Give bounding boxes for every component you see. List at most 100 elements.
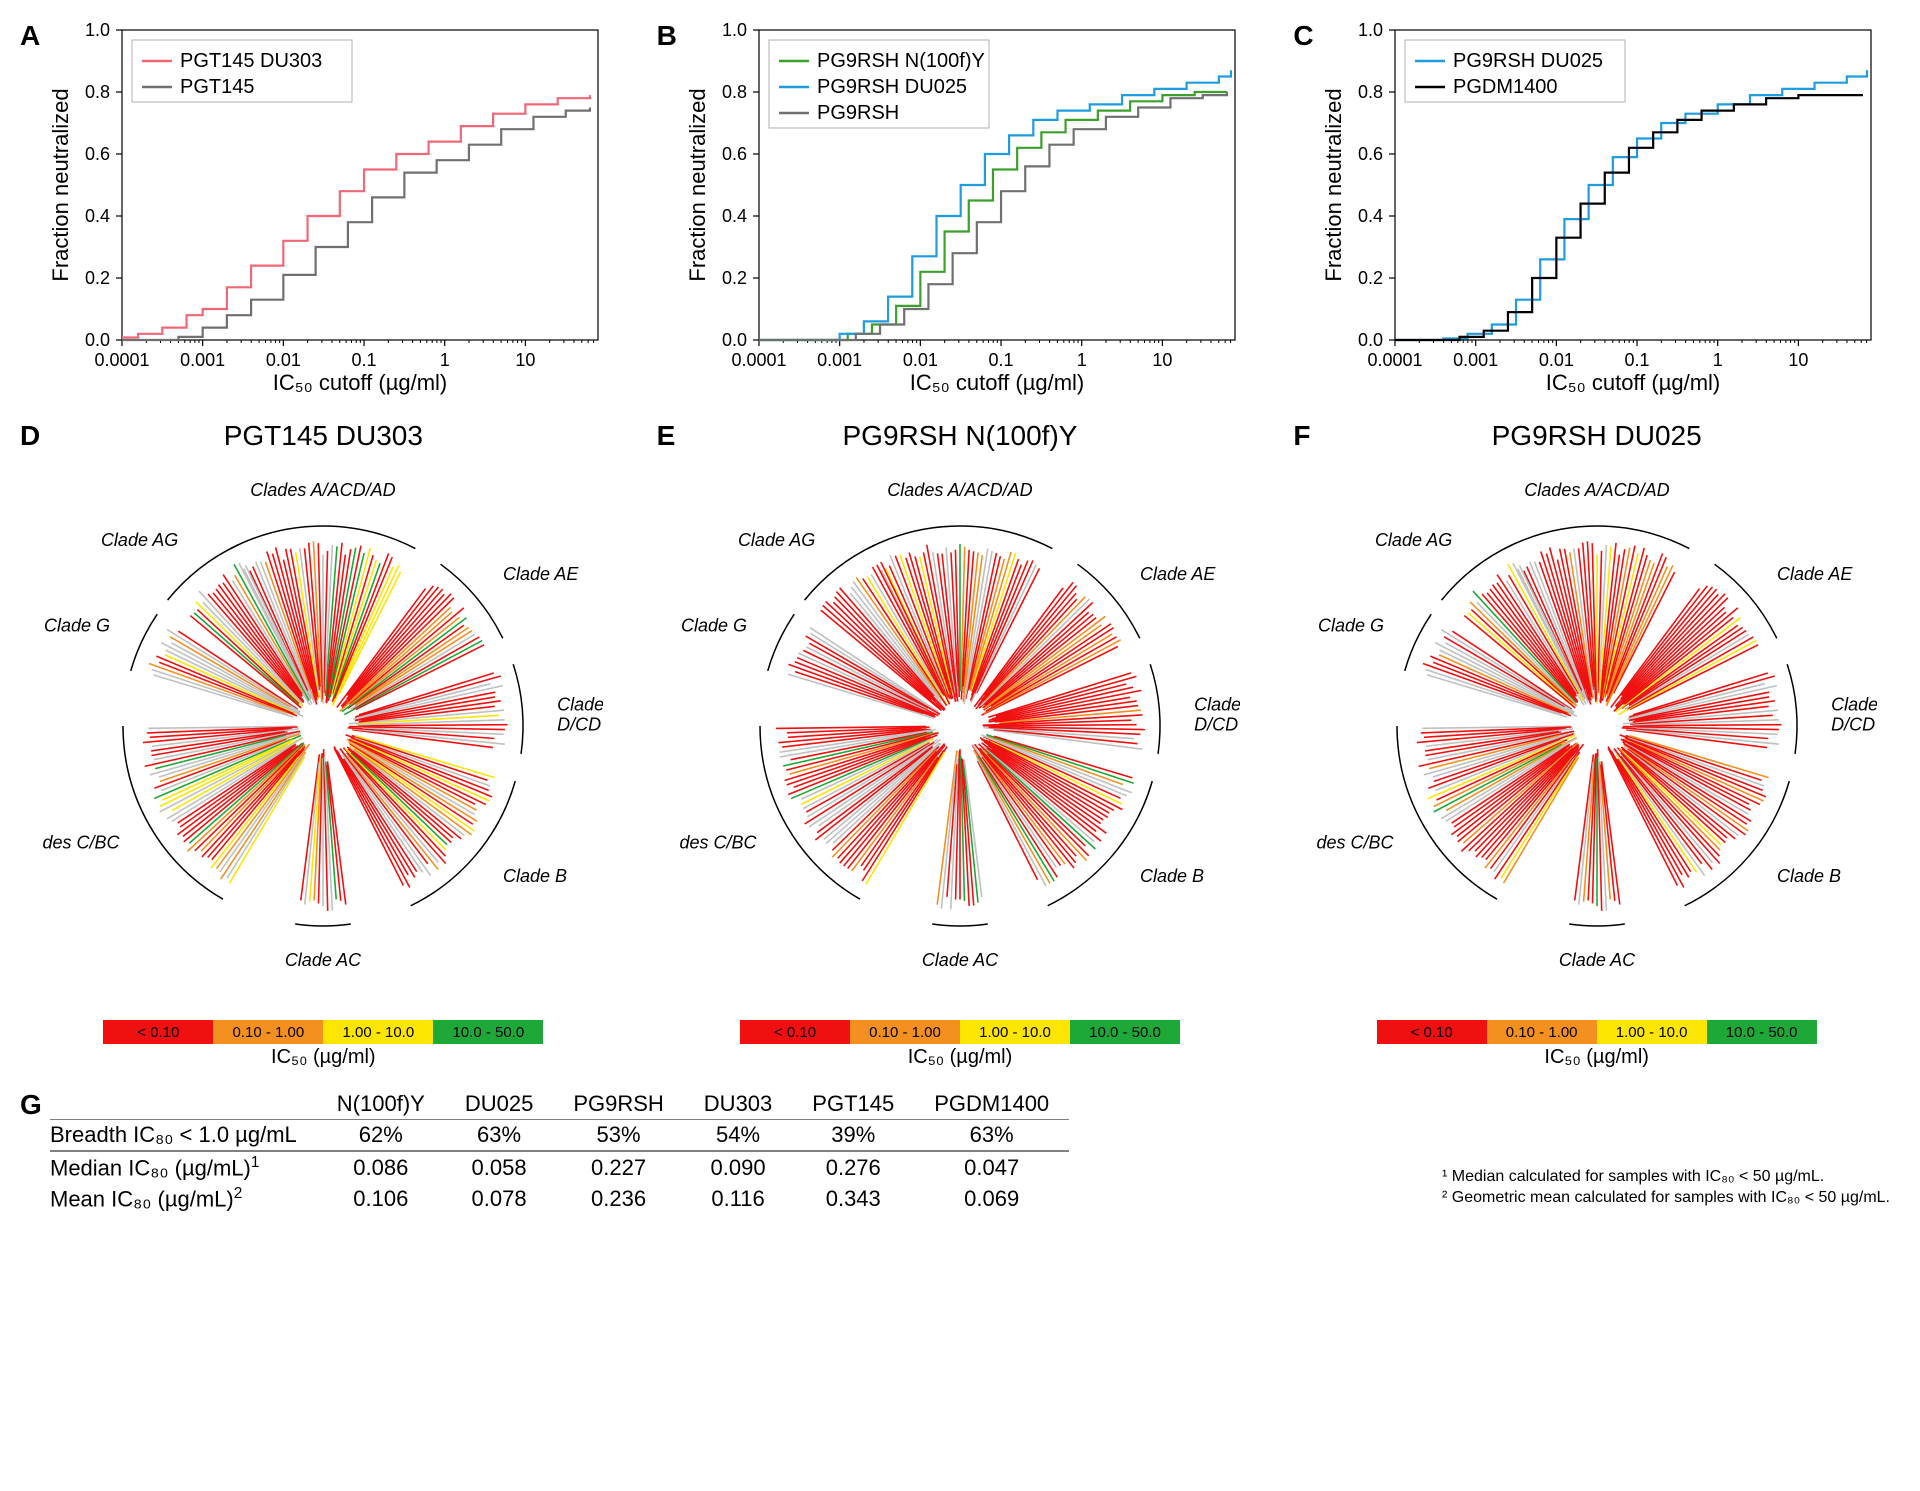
series-line xyxy=(122,108,590,341)
svg-text:0.1: 0.1 xyxy=(352,350,377,370)
svg-text:10: 10 xyxy=(515,350,535,370)
clade-label: Clade AC xyxy=(922,950,999,970)
table-col-header: N(100f)Y xyxy=(317,1089,445,1120)
clade-label: Clade AE xyxy=(1777,564,1853,584)
svg-text:0.6: 0.6 xyxy=(1358,144,1383,164)
table-cell: 63% xyxy=(914,1120,1069,1151)
panel-a: A 0.00010.0010.010.11100.00.20.40.60.81.… xyxy=(20,20,627,400)
svg-text:IC₅₀ cutoff (µg/ml): IC₅₀ cutoff (µg/ml) xyxy=(909,370,1084,395)
table-cell: 62% xyxy=(317,1120,445,1151)
table-col-header: PGT145 xyxy=(792,1089,914,1120)
svg-text:0.2: 0.2 xyxy=(85,268,110,288)
svg-text:IC₅₀ cutoff (µg/ml): IC₅₀ cutoff (µg/ml) xyxy=(273,370,448,395)
table-cell: 0.276 xyxy=(792,1152,914,1184)
table-cell: 0.047 xyxy=(914,1152,1069,1184)
colorbar: < 0.100.10 - 1.001.00 - 10.010.0 - 50.0 xyxy=(657,1020,1264,1044)
svg-text:Fraction neutralized: Fraction neutralized xyxy=(687,88,710,281)
svg-text:0.1: 0.1 xyxy=(988,350,1013,370)
legend-label: PGT145 xyxy=(180,76,254,98)
table-cell: 0.090 xyxy=(684,1152,792,1184)
legend-label: PG9RSH xyxy=(817,102,899,124)
dendrogram: Clades A/ACD/ADClade AECladesD/CDClade B… xyxy=(43,456,603,1016)
table-cell: 0.058 xyxy=(445,1152,553,1184)
svg-text:1: 1 xyxy=(1713,350,1723,370)
clade-label: Clade AE xyxy=(503,564,579,584)
legend-label: PGT145 DU303 xyxy=(180,50,322,72)
svg-text:0.0: 0.0 xyxy=(722,330,747,350)
colorbar-cell: 0.10 - 1.00 xyxy=(850,1020,960,1044)
clade-label: Clade G xyxy=(1318,616,1384,636)
panel-e: E PG9RSH N(100f)Y Clades A/ACD/ADClade A… xyxy=(657,420,1264,1069)
clade-label: CladesD/CD xyxy=(1831,695,1877,735)
panel-label: E xyxy=(657,420,676,452)
svg-text:Fraction neutralized: Fraction neutralized xyxy=(50,88,73,281)
svg-text:1.0: 1.0 xyxy=(1358,20,1383,40)
colorbar-caption: IC₅₀ (µg/ml) xyxy=(1293,1046,1900,1069)
table-cell: 63% xyxy=(445,1120,553,1151)
clade-label: Clades A/ACD/AD xyxy=(887,480,1032,500)
colorbar-cell: 1.00 - 10.0 xyxy=(960,1020,1070,1044)
svg-text:0.4: 0.4 xyxy=(722,206,747,226)
legend: PGT145 DU303 PGT145 xyxy=(132,40,352,102)
table-row-header: Median IC₈₀ (µg/mL)1 xyxy=(50,1152,317,1184)
colorbar-cell: < 0.10 xyxy=(1377,1020,1487,1044)
colorbar: < 0.100.10 - 1.001.00 - 10.010.0 - 50.0 xyxy=(1293,1020,1900,1044)
svg-text:0.0: 0.0 xyxy=(1358,330,1383,350)
series-line xyxy=(759,92,1227,340)
table-cell: 39% xyxy=(792,1120,914,1151)
svg-text:0.8: 0.8 xyxy=(1358,82,1383,102)
svg-text:0.0: 0.0 xyxy=(85,330,110,350)
svg-text:0.0001: 0.0001 xyxy=(1368,350,1423,370)
svg-text:IC₅₀ cutoff (µg/ml): IC₅₀ cutoff (µg/ml) xyxy=(1546,370,1721,395)
line-chart: 0.00010.0010.010.11100.00.20.40.60.81.0I… xyxy=(1323,20,1883,400)
series-line xyxy=(122,95,590,337)
svg-text:0.001: 0.001 xyxy=(817,350,862,370)
table-cell: 53% xyxy=(553,1120,683,1151)
table-cell: 0.069 xyxy=(914,1183,1069,1214)
dendrogram-f: Clades A/ACD/AD Clade AE CladesD/CD Clade B… xyxy=(1293,456,1900,1069)
svg-text:0.1: 0.1 xyxy=(1625,350,1650,370)
svg-text:10: 10 xyxy=(1789,350,1809,370)
colorbar-cell: 0.10 - 1.00 xyxy=(1487,1020,1597,1044)
svg-text:1: 1 xyxy=(440,350,450,370)
dendro-title: PG9RSH DU025 xyxy=(1293,420,1900,452)
panel-b: B 0.00010.0010.010.11100.00.20.40.60.81.… xyxy=(657,20,1264,400)
legend: PG9RSH DU025PGDM1400 xyxy=(1405,40,1625,102)
legend-label: PG9RSH N(100f)Y xyxy=(817,50,985,72)
clade-label: Clades A/ACD/AD xyxy=(1524,480,1669,500)
panel-g: G N(100f)YDU025PG9RSHDU303PGT145PGDM1400… xyxy=(20,1089,1900,1215)
svg-text:0.4: 0.4 xyxy=(85,206,110,226)
legend-label: PG9RSH DU025 xyxy=(1453,50,1603,72)
clade-label: CladesD/CD xyxy=(557,695,603,735)
legend: PG9RSH N(100f)YPG9RSH DU025PG9RSH xyxy=(769,40,989,128)
series-line xyxy=(759,92,1227,340)
table-cell: 54% xyxy=(684,1120,792,1151)
clade-label: Clade B xyxy=(1777,866,1841,886)
colorbar-cell: 1.00 - 10.0 xyxy=(1597,1020,1707,1044)
svg-text:0.2: 0.2 xyxy=(1358,268,1383,288)
series-line xyxy=(1395,95,1863,340)
chart-a: 0.00010.0010.010.11100.00.20.40.60.81.0I… xyxy=(50,20,627,400)
panel-label: A xyxy=(20,20,40,52)
clade-label: Clades C/BC xyxy=(43,833,120,853)
colorbar-cell: < 0.10 xyxy=(740,1020,850,1044)
svg-text:Fraction neutralized: Fraction neutralized xyxy=(1323,88,1346,281)
svg-text:0.6: 0.6 xyxy=(722,144,747,164)
table-col-header: PGDM1400 xyxy=(914,1089,1069,1120)
summary-table: N(100f)YDU025PG9RSHDU303PGT145PGDM1400Br… xyxy=(50,1089,1069,1215)
panel-label: D xyxy=(20,420,40,452)
svg-text:0.8: 0.8 xyxy=(85,82,110,102)
svg-text:0.01: 0.01 xyxy=(1539,350,1574,370)
colorbar: < 0.100.10 - 1.001.00 - 10.010.0 - 50.0 xyxy=(20,1020,627,1044)
clade-label: Clades C/BC xyxy=(680,833,757,853)
panel-label: F xyxy=(1293,420,1310,452)
dendrogram: Clades A/ACD/ADClade AECladesD/CDClade B… xyxy=(680,456,1240,1016)
colorbar-cell: 0.10 - 1.00 xyxy=(213,1020,323,1044)
line-chart: 0.00010.0010.010.11100.00.20.40.60.81.0I… xyxy=(50,20,610,400)
table-cell: 0.236 xyxy=(553,1183,683,1214)
clade-label: Clade G xyxy=(681,616,747,636)
colorbar-cell: 1.00 - 10.0 xyxy=(323,1020,433,1044)
svg-text:0.6: 0.6 xyxy=(85,144,110,164)
table-col-header: DU025 xyxy=(445,1089,553,1120)
table-col-header: DU303 xyxy=(684,1089,792,1120)
